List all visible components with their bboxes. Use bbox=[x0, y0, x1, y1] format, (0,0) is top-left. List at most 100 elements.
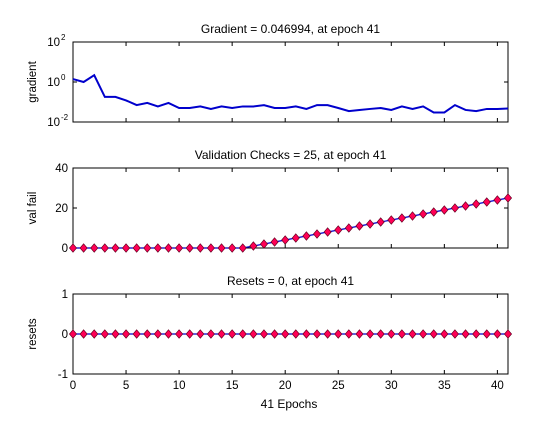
data-point bbox=[344, 223, 353, 233]
data-point bbox=[153, 329, 162, 339]
y-tick-label: 20 bbox=[55, 203, 68, 215]
data-point bbox=[397, 329, 406, 339]
data-point bbox=[429, 329, 438, 339]
data-point bbox=[482, 329, 491, 339]
y-tick-label: 10 bbox=[47, 37, 60, 49]
x-tick-label: 30 bbox=[385, 380, 398, 392]
data-point bbox=[100, 329, 109, 339]
data-point bbox=[302, 329, 311, 339]
x-tick-label: 20 bbox=[279, 380, 292, 392]
data-point bbox=[164, 243, 173, 253]
y-tick-exponent: -2 bbox=[61, 113, 69, 122]
data-point bbox=[376, 329, 385, 339]
data-point bbox=[334, 225, 343, 235]
data-point bbox=[302, 231, 311, 241]
data-point bbox=[450, 203, 459, 213]
data-point bbox=[259, 239, 269, 249]
panel-title: Validation Checks = 25, at epoch 41 bbox=[195, 148, 387, 162]
panel-title: Resets = 0, at epoch 41 bbox=[227, 274, 354, 288]
data-point bbox=[397, 213, 406, 223]
data-point bbox=[238, 329, 247, 339]
data-point bbox=[68, 329, 78, 339]
y-axis-label: val fail bbox=[27, 192, 39, 225]
data-point bbox=[323, 227, 332, 237]
data-point bbox=[185, 329, 194, 339]
x-tick-label: 10 bbox=[173, 380, 186, 392]
y-tick-label: 40 bbox=[55, 163, 68, 175]
data-point bbox=[408, 211, 417, 221]
data-point bbox=[249, 329, 258, 339]
x-tick-label: 35 bbox=[438, 380, 451, 392]
data-point bbox=[100, 243, 109, 253]
data-point bbox=[164, 329, 173, 339]
data-point bbox=[419, 329, 428, 339]
data-point bbox=[111, 243, 120, 253]
data-point bbox=[270, 237, 279, 247]
plot-area bbox=[72, 167, 509, 249]
data-point bbox=[238, 243, 247, 253]
data-point bbox=[228, 243, 237, 253]
data-point bbox=[143, 243, 152, 253]
data-point bbox=[366, 219, 375, 229]
data-point bbox=[493, 195, 502, 205]
data-point bbox=[175, 243, 184, 253]
validation-checks-panel: Validation Checks = 25, at epoch 41 0 20 40… bbox=[27, 148, 513, 255]
data-point bbox=[419, 209, 428, 219]
series-line bbox=[72, 73, 509, 114]
data-point bbox=[143, 329, 152, 339]
data-point bbox=[355, 329, 364, 339]
y-tick-label: 0 bbox=[62, 329, 68, 341]
data-point bbox=[206, 329, 215, 339]
x-tick-label: 0 bbox=[70, 380, 76, 392]
panel-title: Gradient = 0.046994, at epoch 41 bbox=[201, 22, 380, 36]
y-tick-label: -1 bbox=[58, 369, 68, 381]
data-point bbox=[122, 243, 131, 253]
data-point bbox=[312, 329, 322, 339]
data-point bbox=[291, 233, 300, 243]
data-point bbox=[79, 329, 88, 339]
data-point bbox=[90, 243, 99, 253]
data-point bbox=[281, 235, 290, 245]
data-point bbox=[132, 329, 141, 339]
data-point bbox=[153, 243, 162, 253]
data-point bbox=[68, 243, 78, 253]
data-point bbox=[408, 329, 417, 339]
data-point bbox=[217, 243, 226, 253]
y-tick-exponent: 2 bbox=[61, 33, 66, 42]
data-point bbox=[334, 329, 343, 339]
data-point bbox=[472, 199, 481, 209]
data-point bbox=[440, 329, 449, 339]
data-point bbox=[175, 329, 184, 339]
data-point bbox=[461, 201, 470, 211]
data-point bbox=[503, 193, 513, 203]
data-point bbox=[387, 329, 396, 339]
y-tick-exponent: 0 bbox=[61, 73, 66, 82]
y-axis-label: gradient bbox=[27, 60, 39, 102]
data-point bbox=[440, 205, 449, 215]
x-axis-label: 41 Epochs bbox=[261, 397, 318, 411]
data-point bbox=[132, 243, 141, 253]
data-point bbox=[366, 329, 375, 339]
data-point bbox=[450, 329, 459, 339]
data-point bbox=[196, 243, 205, 253]
data-point bbox=[472, 329, 481, 339]
data-point bbox=[281, 329, 290, 339]
data-point bbox=[323, 329, 332, 339]
plot-area bbox=[72, 41, 509, 123]
data-point bbox=[355, 221, 364, 231]
y-tick-label: 10 bbox=[47, 117, 60, 129]
data-point bbox=[270, 329, 279, 339]
data-point bbox=[228, 329, 237, 339]
data-point bbox=[111, 329, 120, 339]
y-tick-label: 1 bbox=[62, 289, 68, 301]
data-point bbox=[344, 329, 353, 339]
data-point bbox=[249, 241, 258, 251]
x-tick-label: 15 bbox=[226, 380, 239, 392]
data-point bbox=[196, 329, 205, 339]
data-point bbox=[482, 197, 491, 207]
data-point bbox=[185, 243, 194, 253]
